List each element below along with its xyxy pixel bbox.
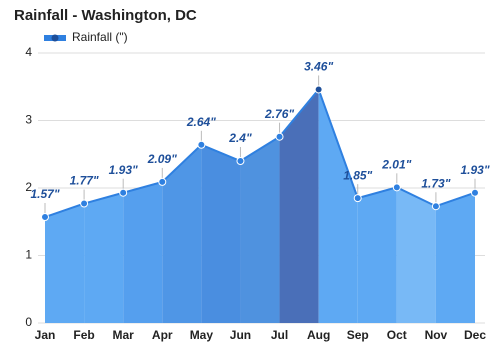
y-tick-label: 4 — [25, 45, 32, 59]
area-segment — [162, 144, 202, 323]
legend-marker — [51, 34, 59, 42]
point — [314, 85, 323, 94]
x-tick-label: Apr — [152, 328, 173, 342]
x-tick-label: Jun — [230, 328, 251, 342]
value-label: 1.77" — [70, 174, 99, 188]
x-tick-label: Oct — [387, 328, 407, 342]
point — [119, 188, 128, 197]
area-segment — [45, 203, 85, 323]
point — [392, 183, 401, 192]
area-segment — [357, 187, 397, 323]
x-tick-label: Jul — [271, 328, 288, 342]
point — [41, 213, 49, 222]
x-tick-label: May — [190, 328, 214, 342]
y-tick-label: 1 — [25, 248, 32, 262]
value-label: 1.73" — [421, 176, 450, 190]
x-tick-label: Jan — [35, 328, 56, 342]
value-label: 2.4" — [228, 131, 252, 145]
point — [158, 177, 167, 186]
value-label: 2.01" — [381, 157, 411, 171]
value-label: 2.09" — [147, 152, 177, 166]
value-label: 2.64" — [186, 115, 216, 129]
area-segment — [279, 89, 319, 323]
legend-label: Rainfall (") — [72, 30, 128, 44]
point — [431, 202, 440, 211]
x-tick-label: Dec — [464, 328, 486, 342]
y-tick-label: 0 — [25, 315, 32, 329]
area-segment — [84, 192, 124, 323]
area-segment — [201, 144, 241, 323]
value-label: 1.85" — [343, 168, 372, 182]
line — [44, 87, 476, 218]
area-segment — [435, 192, 475, 323]
x-tick-label: Nov — [425, 328, 448, 342]
x-tick-label: Aug — [307, 328, 330, 342]
value-label: 2.76" — [264, 107, 294, 121]
x-tick-label: Mar — [113, 328, 135, 342]
area-segment — [240, 136, 280, 323]
point — [197, 140, 206, 149]
point — [275, 132, 284, 141]
x-tick-label: Feb — [73, 328, 94, 342]
area-segment — [123, 181, 163, 323]
area-segment — [396, 187, 436, 323]
value-label: 3.46" — [304, 60, 333, 74]
value-label: 1.93" — [460, 163, 489, 177]
point — [353, 194, 362, 203]
y-tick-label: 2 — [25, 180, 32, 194]
point — [236, 157, 245, 165]
y-tick-label: 3 — [25, 113, 32, 127]
value-label: 1.93" — [109, 163, 138, 177]
x-tick-label: Sep — [347, 328, 369, 342]
point — [80, 199, 89, 208]
chart-title: Rainfall - Washington, DC — [14, 7, 197, 24]
point — [471, 188, 479, 197]
area-segment — [318, 89, 358, 323]
value-label: 1.57" — [30, 187, 59, 201]
